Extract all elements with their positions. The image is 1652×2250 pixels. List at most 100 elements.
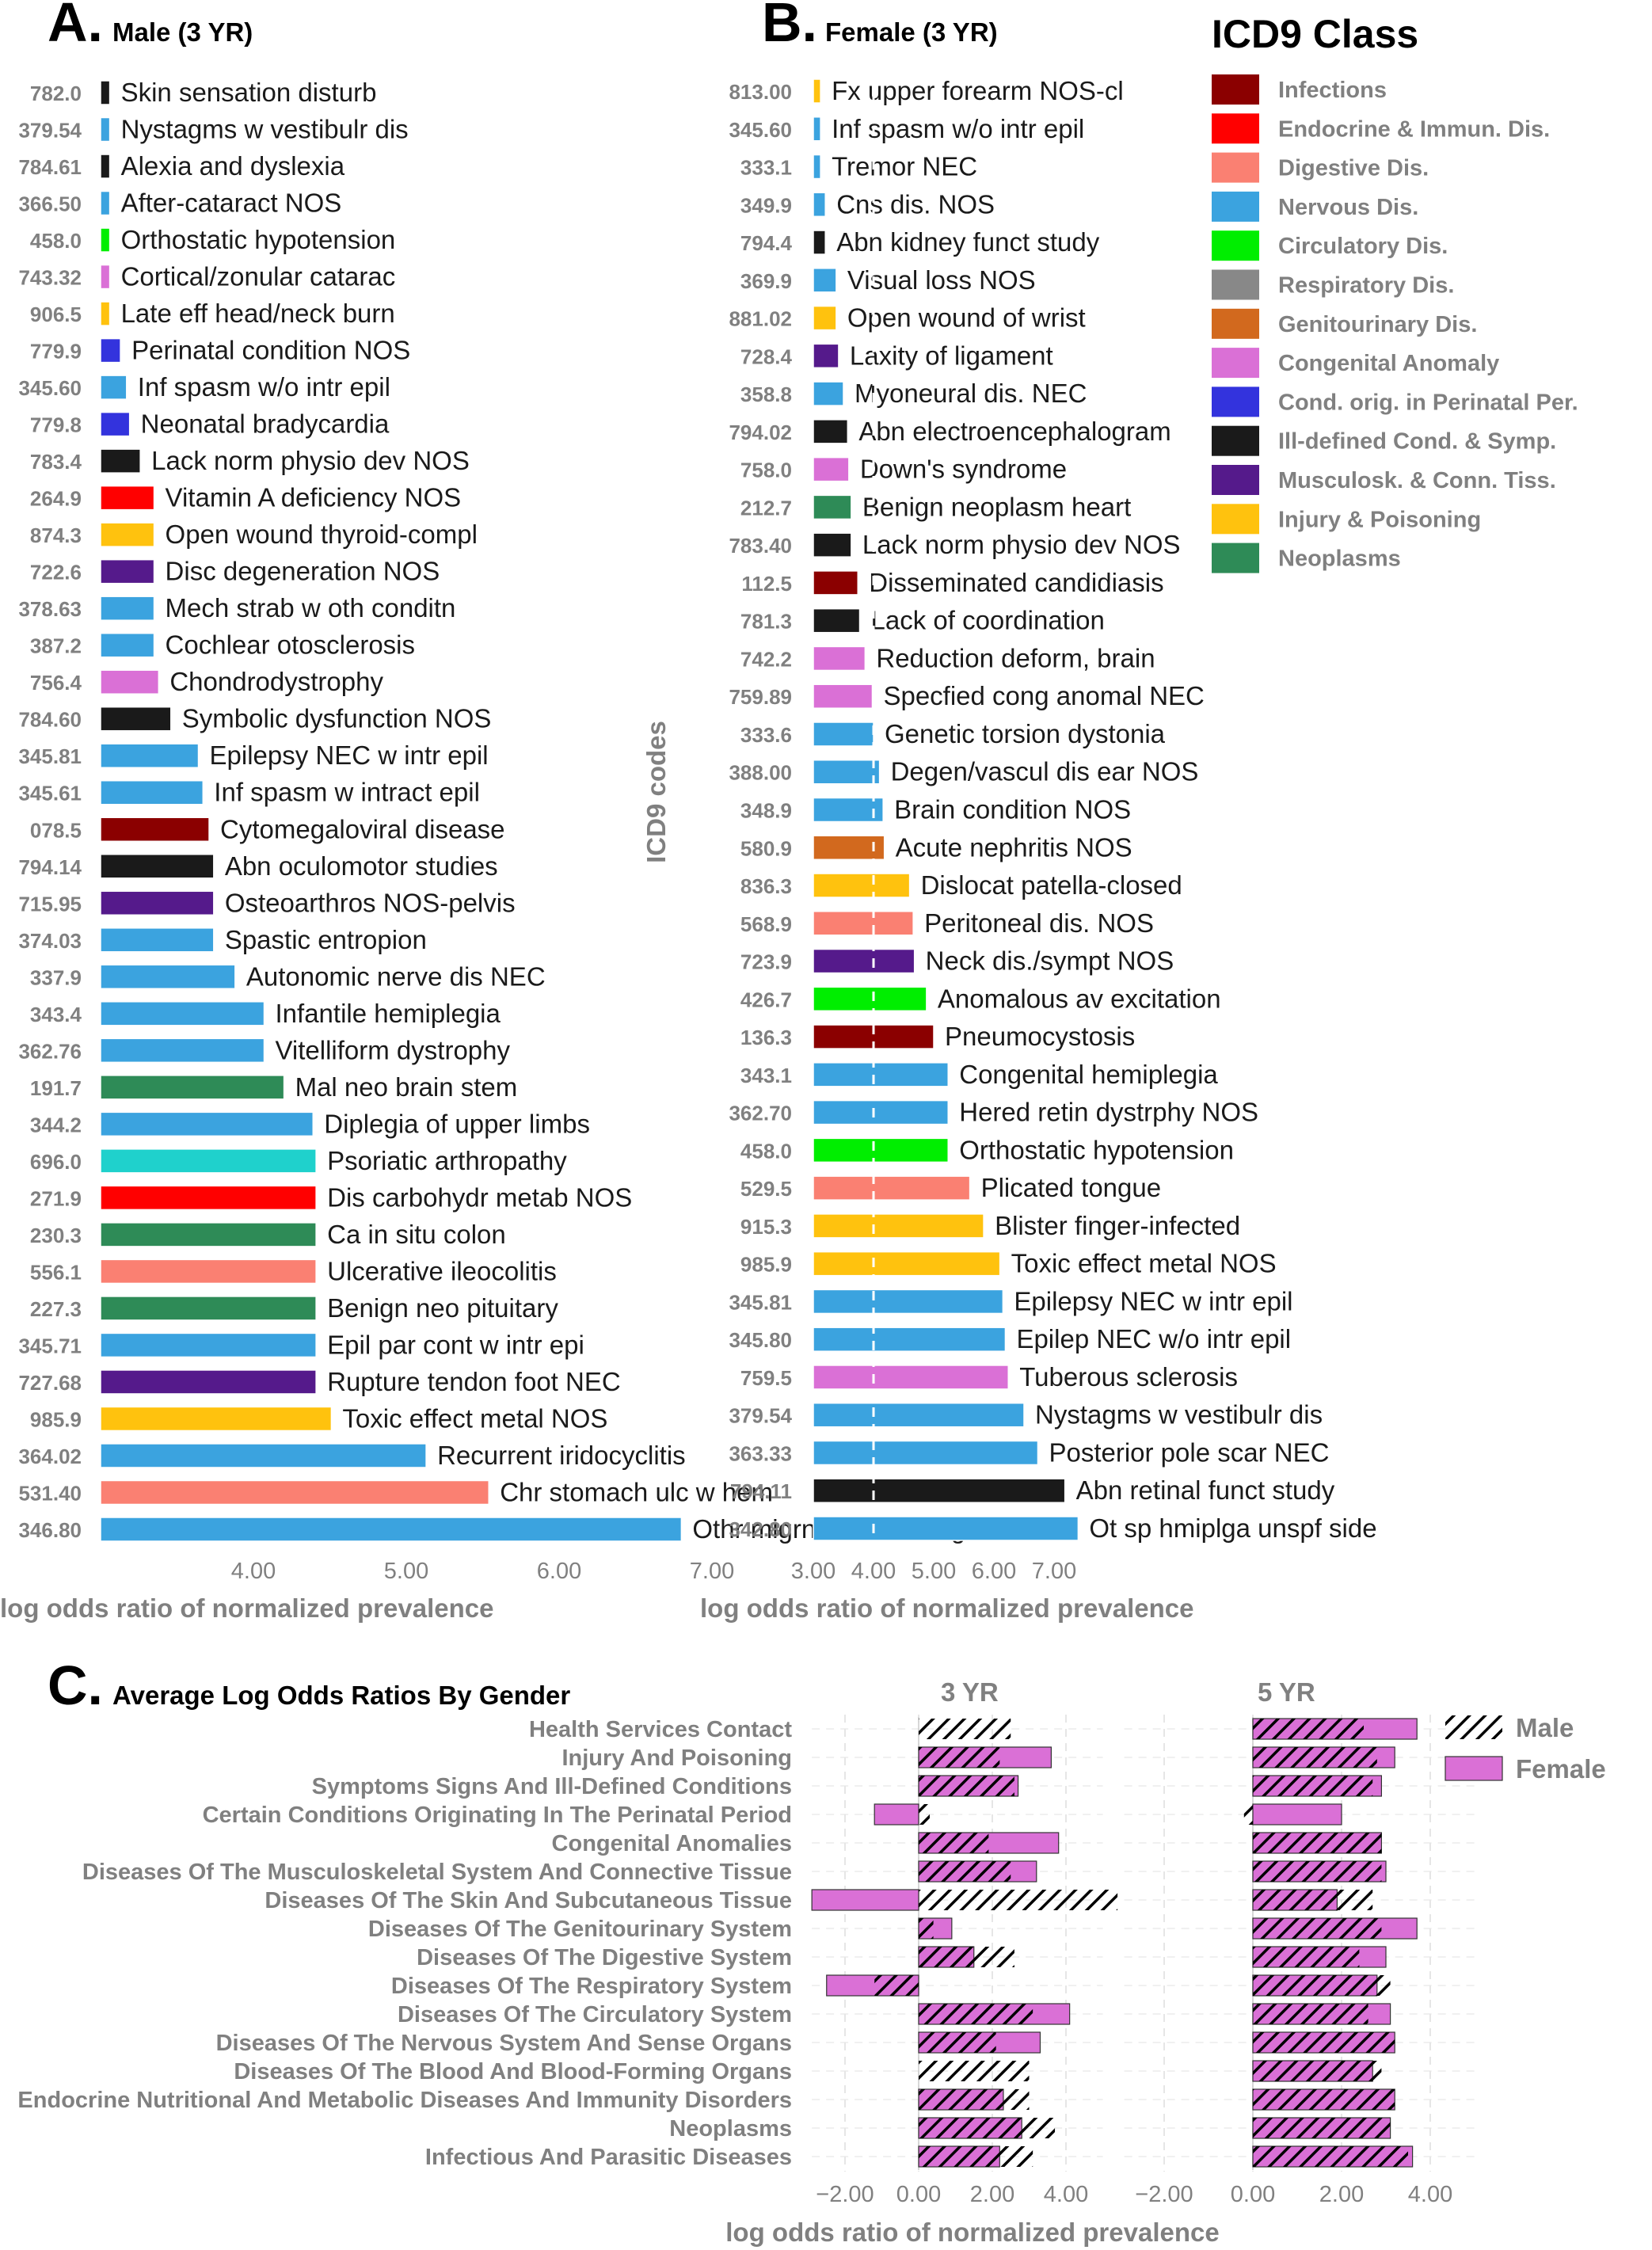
icd9-code: 366.50 <box>18 192 82 216</box>
x-tick-label: 4.00 <box>851 1559 896 1584</box>
diagnosis-label: Open wound thyroid-compl <box>166 520 478 549</box>
diagnosis-label: Inf spasm w intract epil <box>214 778 480 807</box>
female-bar <box>1252 1803 1342 1826</box>
diagnosis-label: Disseminated candidiasis <box>869 568 1163 597</box>
bar <box>100 596 155 621</box>
category-label: Diseases Of The Skin And Subcutaneous Ti… <box>265 1888 792 1913</box>
bar <box>813 1099 949 1125</box>
icd9-code: 363.33 <box>729 1441 792 1465</box>
bar <box>100 1332 317 1358</box>
icd9-code: 271.9 <box>30 1186 82 1210</box>
bar <box>813 1365 1009 1390</box>
x-tick-label: 0.00 <box>896 2182 941 2207</box>
icd9-code: 346.80 <box>18 1518 82 1542</box>
bar <box>100 1001 265 1026</box>
legend-swatch <box>1212 543 1259 573</box>
category-label: Diseases Of The Genitourinary System <box>368 1917 792 1942</box>
diagnosis-label: Tremor NEC <box>832 152 977 181</box>
icd9-code: 836.3 <box>740 874 792 898</box>
icd9-code: 078.5 <box>30 818 82 842</box>
bar <box>813 1062 949 1087</box>
icd9-code: 378.63 <box>18 597 82 621</box>
category-label: Congenital Anomalies <box>552 1831 792 1856</box>
bar <box>100 154 111 179</box>
diagnosis-label: Benign neo pituitary <box>327 1293 558 1323</box>
icd9-code: 794.14 <box>18 855 82 879</box>
bar <box>813 456 850 482</box>
diagnosis-label: Epilepsy NEC w intr epil <box>1014 1286 1292 1315</box>
x-tick-label: 2.00 <box>1319 2182 1364 2207</box>
x-tick-label: 4.00 <box>231 1559 276 1584</box>
icd9-code: 759.89 <box>729 685 792 709</box>
bar <box>813 154 821 180</box>
bar <box>100 80 111 105</box>
legend-swatch <box>1212 74 1259 105</box>
diagnosis-label: Lack norm physio dev NOS <box>862 530 1181 559</box>
legend-label: Digestive Dis. <box>1278 156 1429 181</box>
bar <box>813 116 821 142</box>
bar <box>813 948 915 974</box>
male-bar <box>919 1890 1118 1910</box>
icd9-code: 344.2 <box>30 1113 82 1136</box>
diagnosis-label: Fx upper forearm NOS-cl <box>832 76 1124 105</box>
icd9-code: 345.61 <box>18 782 82 805</box>
icd9-code: 345.71 <box>18 1334 82 1357</box>
bar <box>100 779 204 805</box>
icd9-code: 348.9 <box>740 799 792 823</box>
diagnosis-label: Nystagms w vestibulr dis <box>1035 1400 1323 1430</box>
bar <box>813 1213 984 1239</box>
icd9-code: 379.54 <box>18 119 82 143</box>
male-bar <box>1253 1918 1382 1939</box>
bar <box>100 927 215 953</box>
male-bar <box>919 1804 930 1825</box>
icd9-code: 794.02 <box>729 421 792 444</box>
diagnosis-label: Visual loss NOS <box>847 265 1036 295</box>
diagnosis-label: Toxic effect metal NOS <box>1011 1249 1277 1278</box>
legend-swatch <box>1212 504 1259 535</box>
male-bar <box>919 2061 1030 2081</box>
diagnosis-label: Rupture tendon foot NEC <box>327 1367 621 1396</box>
diagnosis-label: Late eff head/neck burn <box>121 299 395 328</box>
diagnosis-label: Mech strab w oth conditn <box>166 593 456 622</box>
legend-label: Injury & Poisoning <box>1278 507 1481 532</box>
gender-legend-label: Male <box>1516 1713 1574 1742</box>
diagnosis-label: Abn retinal funct study <box>1076 1475 1335 1505</box>
bar <box>100 1148 317 1174</box>
diagnosis-label: Ca in situ colon <box>327 1220 506 1249</box>
icd9-code: 343.4 <box>30 1003 82 1026</box>
diagnosis-label: Acute nephritis NOS <box>896 832 1132 862</box>
diagnosis-label: Specfied cong anomal NEC <box>883 681 1204 710</box>
male-bar <box>1253 2146 1408 2167</box>
diagnosis-label: Laxity of ligament <box>850 341 1053 370</box>
diagnosis-label: Toxic effect metal NOS <box>342 1403 607 1433</box>
bar <box>813 1289 1004 1315</box>
bar <box>100 632 155 658</box>
icd9-code: 333.6 <box>740 723 792 747</box>
icd9-code: 783.4 <box>30 450 82 474</box>
icd9-code: 779.9 <box>30 340 82 364</box>
diagnosis-label: Ot sp hmiplga unspf side <box>1089 1513 1376 1543</box>
diagnosis-label: Cortical/zonular catarac <box>121 262 396 291</box>
icd9-code: 728.4 <box>740 345 793 368</box>
bar <box>813 1251 1001 1277</box>
male-bar <box>1253 1947 1360 1967</box>
icd9-code: 874.3 <box>30 523 82 547</box>
diagnosis-label: Blister finger-infected <box>995 1211 1240 1240</box>
diagnosis-label: Dis carbohydr metab NOS <box>327 1182 632 1212</box>
icd9-code: 345.81 <box>18 744 82 768</box>
bar <box>100 1296 317 1321</box>
category-label: Certain Conditions Originating In The Pe… <box>203 1803 792 1828</box>
panel-c-title: Average Log Odds Ratios By Gender <box>112 1681 570 1710</box>
male-bar <box>1253 1776 1373 1796</box>
x-tick-label: 2.00 <box>970 2182 1014 2207</box>
icd9-code: 112.5 <box>741 572 792 596</box>
bar <box>813 986 927 1012</box>
panel-c-chart: 3 YR −2.00 0.00 2.00 4.00 5 YR −2.00 0.00 2.00 4.… <box>17 1677 1605 2207</box>
bar <box>100 448 141 474</box>
diagnosis-label: Posterior pole scar NEC <box>1049 1437 1329 1467</box>
diagnosis-label: Chondrodystrophy <box>169 667 383 696</box>
bar <box>813 797 884 823</box>
bar <box>813 78 821 104</box>
bar <box>813 1402 1025 1428</box>
diagnosis-label: Perinatal condition NOS <box>131 336 410 365</box>
